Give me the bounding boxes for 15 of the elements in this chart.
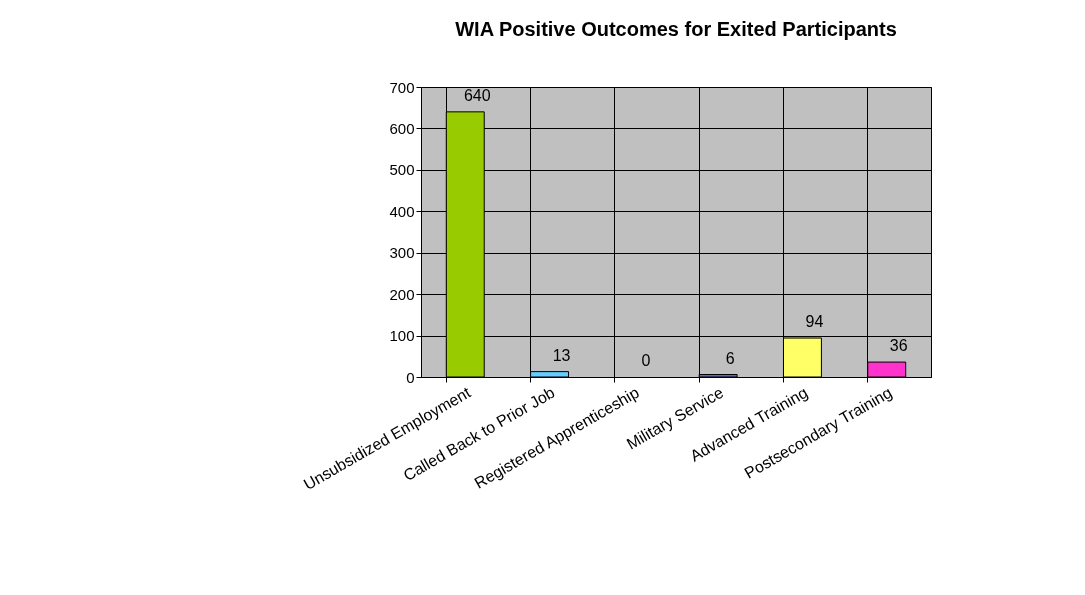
data-label: 13: [552, 346, 571, 364]
y-tick-label: 200: [389, 285, 415, 303]
data-label: 36: [889, 337, 908, 355]
y-tick-label: 700: [389, 78, 415, 96]
data-label: 0: [641, 352, 651, 369]
data-label: 640: [463, 86, 491, 104]
y-tick-label: 0: [406, 368, 415, 386]
y-tick-label: 500: [389, 161, 415, 179]
data-label: 6: [725, 349, 735, 367]
chart-title: WIA Positive Outcomes for Exited Participants: [455, 18, 897, 40]
y-tick-label: 400: [389, 202, 415, 220]
y-tick-label: 600: [389, 119, 415, 137]
data-label: 94: [805, 313, 824, 331]
y-tick-label: 100: [389, 327, 415, 345]
y-tick-label: 300: [389, 244, 415, 262]
